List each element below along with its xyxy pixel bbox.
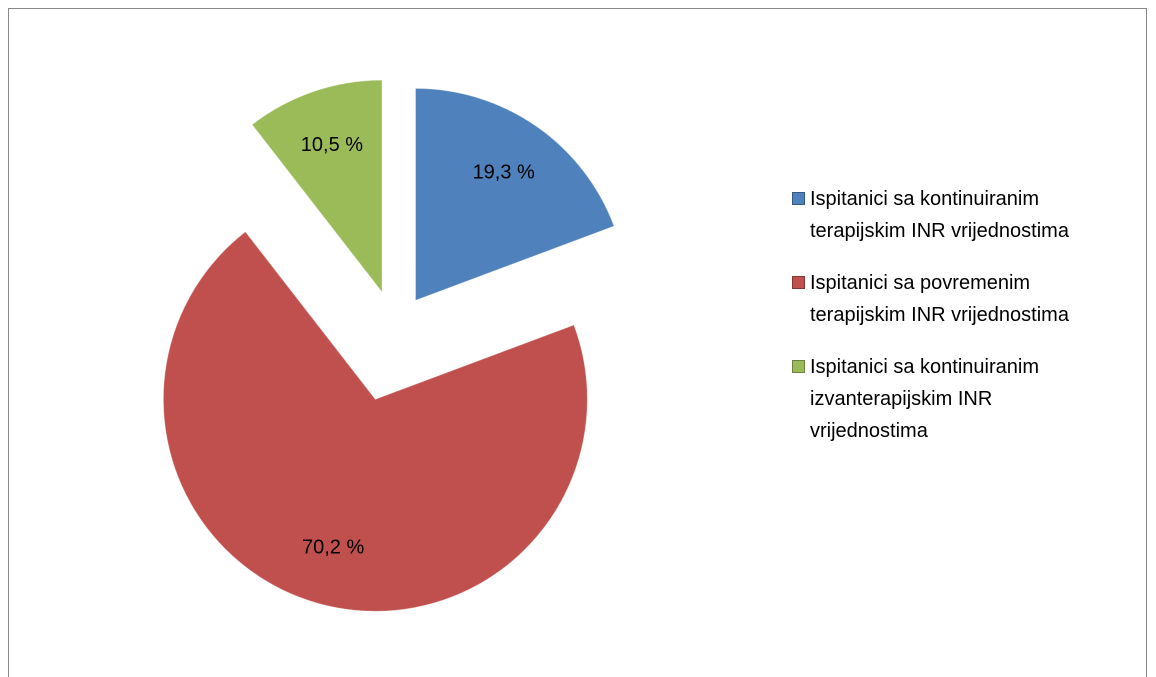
- pie-slice: [162, 231, 588, 612]
- data-label: 10,5 %: [301, 134, 363, 156]
- legend-label: Ispitanici sa povremenim terapijskim INR…: [810, 272, 1069, 326]
- data-label: 19,3 %: [473, 162, 535, 184]
- legend-label: Ispitanici sa kontinuiranim izvanterapij…: [810, 356, 1039, 442]
- pie-slice: [415, 87, 615, 302]
- legend-item: Ispitanici sa kontinuiranim izvanterapij…: [790, 351, 1100, 447]
- legend-swatch: [792, 360, 805, 373]
- legend-label: Ispitanici sa kontinuiranim terapijskim …: [810, 188, 1069, 242]
- chart-frame: [8, 8, 1147, 677]
- legend: Ispitanici sa kontinuiranim terapijskim …: [790, 183, 1100, 467]
- legend-item: Ispitanici sa povremenim terapijskim INR…: [790, 267, 1100, 331]
- legend-swatch: [792, 276, 805, 289]
- pie-slice: [251, 79, 383, 294]
- data-label: 70,2 %: [302, 536, 364, 558]
- legend-swatch: [792, 192, 805, 205]
- legend-item: Ispitanici sa kontinuiranim terapijskim …: [790, 183, 1100, 247]
